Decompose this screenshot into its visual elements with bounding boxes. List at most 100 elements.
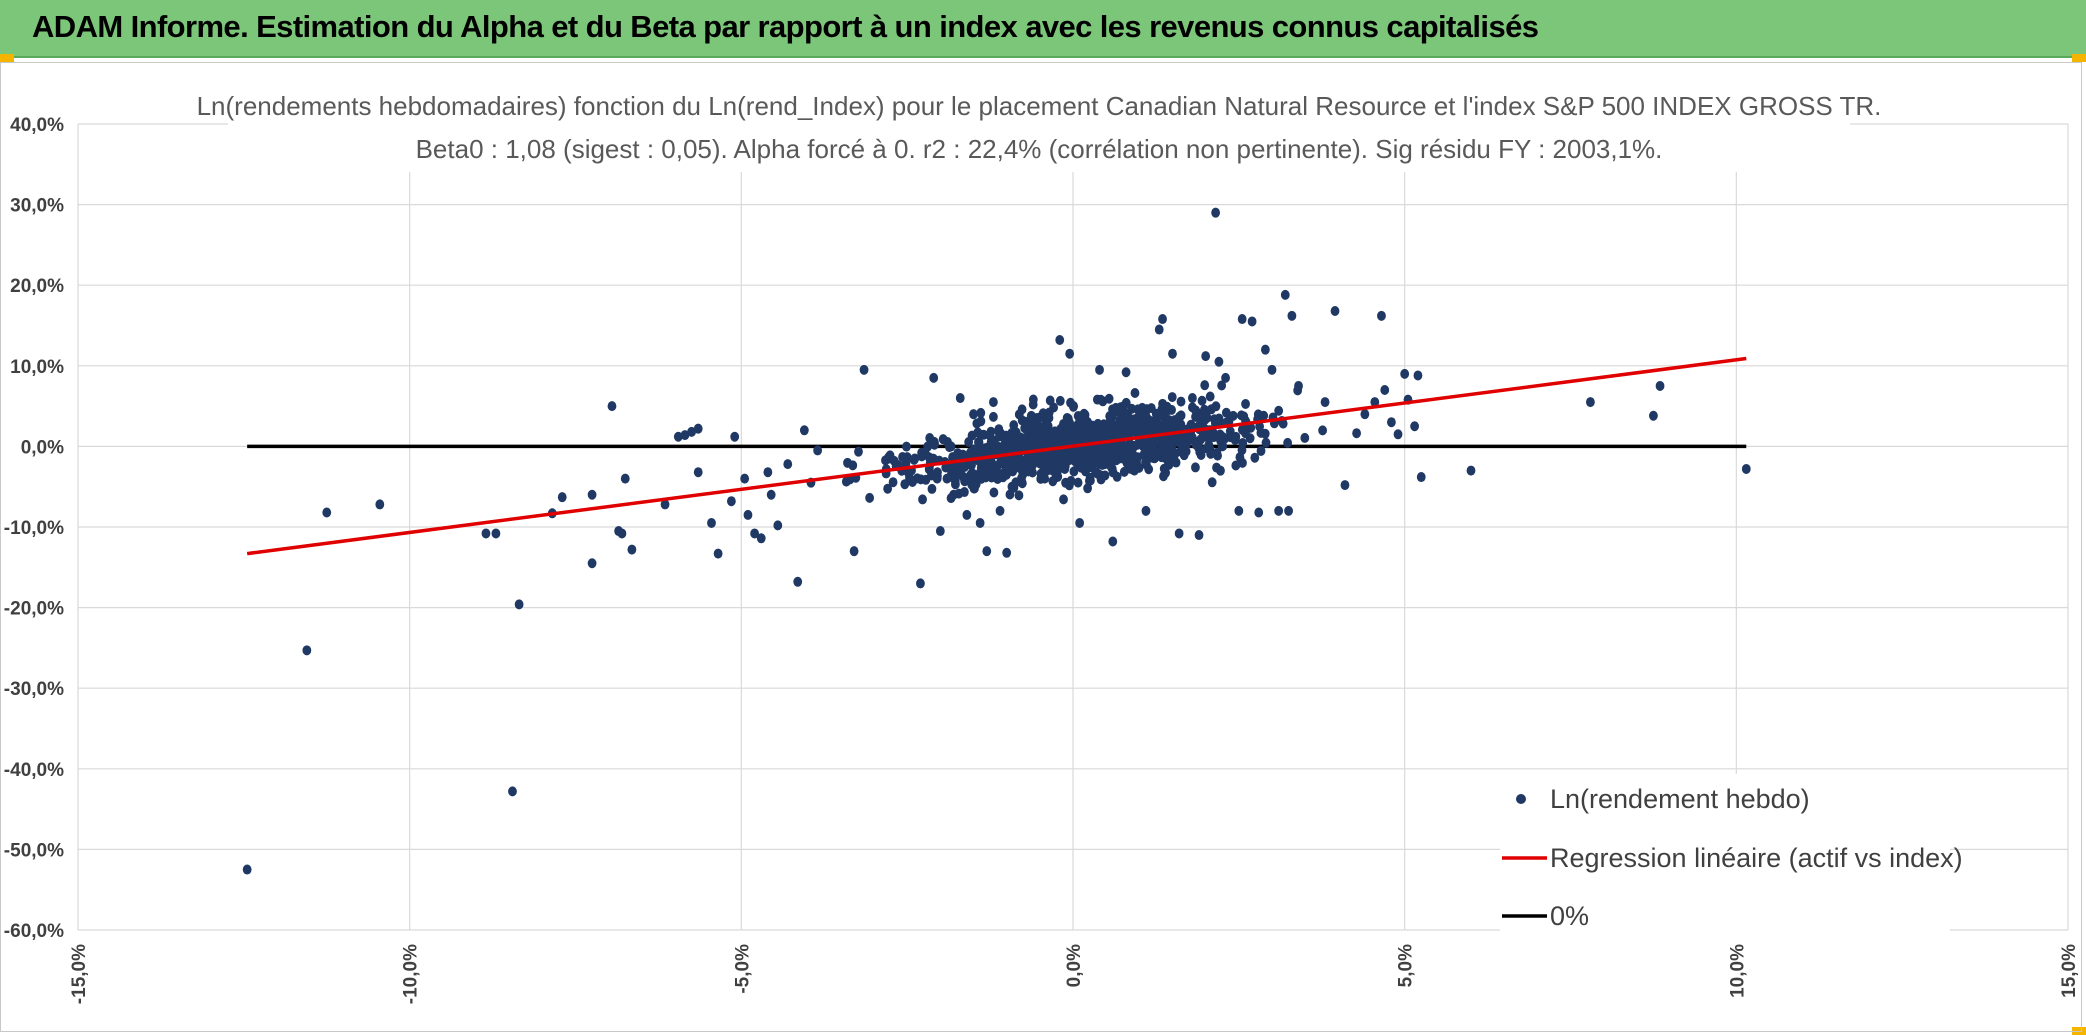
y-tick-label: 30,0% <box>10 196 64 217</box>
data-point <box>1031 425 1041 436</box>
data-point <box>1093 420 1103 431</box>
data-point <box>1021 424 1031 435</box>
data-point <box>1267 364 1277 375</box>
data-point <box>984 430 994 441</box>
data-point <box>1237 314 1247 325</box>
data-point <box>1197 395 1207 406</box>
data-point <box>1191 405 1201 416</box>
data-point <box>1017 404 1027 415</box>
data-point <box>910 453 920 464</box>
data-point <box>1002 547 1012 558</box>
x-tick-label: 5,0% <box>1396 944 1417 987</box>
data-point <box>1387 417 1396 428</box>
data-point <box>1207 477 1217 488</box>
data-point <box>1105 415 1115 426</box>
data-point <box>1108 536 1118 547</box>
data-point <box>1054 449 1064 460</box>
data-point <box>481 528 491 539</box>
data-point <box>1063 454 1073 465</box>
data-point <box>302 645 312 656</box>
y-tick-label: -40,0% <box>4 760 64 781</box>
data-point <box>1586 397 1595 408</box>
data-point <box>854 446 863 457</box>
data-point <box>969 409 978 420</box>
data-point <box>1214 356 1224 367</box>
data-point <box>975 517 985 528</box>
data-point <box>1241 398 1250 409</box>
data-point <box>1256 445 1266 456</box>
data-point <box>1076 462 1086 473</box>
data-point <box>1413 370 1423 381</box>
data-point <box>1136 438 1146 449</box>
data-point <box>773 520 783 531</box>
y-tick-label: -10,0% <box>4 518 64 539</box>
legend-label-scatter: Ln(rendement hebdo) <box>1550 784 1810 814</box>
data-point <box>926 470 936 481</box>
data-point <box>756 533 766 544</box>
data-point <box>995 505 1005 516</box>
data-point <box>1111 402 1121 413</box>
data-point <box>730 431 740 442</box>
data-point <box>1066 475 1076 486</box>
data-point <box>1068 446 1078 457</box>
data-point <box>793 576 803 587</box>
data-point <box>1029 435 1039 446</box>
data-point <box>1218 432 1228 443</box>
data-point <box>1655 380 1665 391</box>
data-point <box>1191 462 1200 473</box>
chart-subtitle: Beta0 : 1,08 (sigest : 0,05). Alpha forc… <box>416 134 1663 164</box>
corner-marker-left <box>0 54 14 62</box>
data-point <box>1149 419 1159 430</box>
data-point <box>1284 505 1293 516</box>
data-point <box>1133 452 1143 463</box>
data-point <box>848 460 858 471</box>
data-point <box>1124 444 1133 455</box>
data-point <box>898 451 907 462</box>
data-point <box>1741 463 1751 474</box>
data-point <box>1205 391 1215 402</box>
data-point <box>1330 305 1340 316</box>
report-banner: ADAM Informe. Estimation du Alpha et du … <box>0 0 2086 58</box>
data-point <box>799 425 809 436</box>
legend-label-regression: Regression linéaire (actif vs index) <box>1550 843 1963 873</box>
data-point <box>508 786 517 797</box>
data-point <box>1130 388 1140 399</box>
data-point <box>1234 505 1244 516</box>
data-point <box>1188 434 1198 445</box>
data-point <box>917 451 927 462</box>
data-point <box>557 492 567 503</box>
data-point <box>900 479 910 490</box>
data-point <box>726 496 736 507</box>
data-point <box>1040 473 1050 484</box>
data-point <box>987 469 997 480</box>
data-point <box>1649 410 1658 421</box>
data-point <box>941 462 951 473</box>
data-point <box>1042 426 1051 437</box>
data-point <box>813 445 823 456</box>
data-point <box>989 397 998 408</box>
data-point <box>1102 444 1111 455</box>
data-point <box>902 441 911 452</box>
data-point <box>1003 465 1013 476</box>
data-point <box>1005 489 1015 500</box>
data-point <box>1211 207 1221 218</box>
data-point <box>1167 392 1177 403</box>
data-point <box>783 459 793 470</box>
data-point <box>242 864 252 875</box>
data-point <box>1221 372 1230 383</box>
data-point <box>1188 393 1197 404</box>
data-point <box>971 479 981 490</box>
data-point <box>620 473 630 484</box>
data-point <box>743 509 753 520</box>
data-point <box>1250 452 1260 463</box>
y-tick-label: 0,0% <box>21 437 64 458</box>
data-point <box>1300 432 1310 443</box>
data-point <box>1278 418 1288 429</box>
data-point <box>1045 395 1055 406</box>
data-point <box>1370 397 1380 408</box>
data-point <box>1231 460 1241 471</box>
data-point <box>750 528 759 539</box>
data-point <box>1055 461 1065 472</box>
data-point <box>1283 437 1293 448</box>
data-point <box>1393 429 1403 440</box>
